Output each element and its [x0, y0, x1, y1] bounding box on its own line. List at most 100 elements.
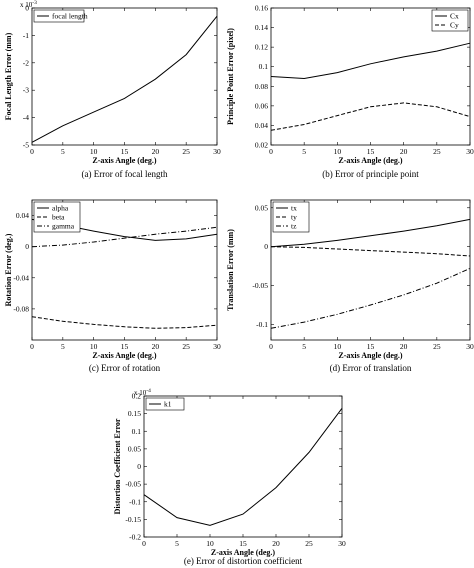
legend-entry: beta — [52, 213, 65, 222]
x-tick-label: 25 — [305, 539, 313, 548]
legend-box — [431, 9, 469, 32]
x-tick-label: 10 — [334, 342, 342, 351]
legend-entry: tx — [291, 204, 297, 213]
x-tick-label: 0 — [30, 147, 34, 156]
chart-panel-1: 0 5 10 15 20 25 30 -5 -4 -3 -2 -1 0 Z-axis Angle (deg… — [4, 0, 221, 179]
y-tick-label: 0.06 — [255, 101, 268, 110]
y-tick-label: -4 — [23, 113, 29, 122]
y-tick-label: -0.1 — [129, 497, 141, 506]
x-tick-label: 30 — [466, 147, 474, 156]
x-tick-label: 10 — [334, 147, 342, 156]
x-tick-label: 25 — [433, 342, 441, 351]
x-tick-label: 0 — [142, 539, 146, 548]
figure-caption: (a) Error of focal length — [82, 169, 168, 179]
legend-box — [145, 397, 185, 411]
y-tick-label: 0.12 — [255, 43, 268, 52]
y-tick-label: -3 — [23, 86, 29, 95]
y-scale-multiplier: x 10-3 — [20, 0, 37, 9]
y-tick-label: -0.2 — [129, 533, 141, 542]
series-line-focal-length — [31, 15, 218, 143]
y-tick-label: 0.02 — [255, 141, 268, 150]
y-tick-label: -0.08 — [13, 304, 29, 313]
series-line-Cx — [270, 42, 471, 80]
series-line-tx — [270, 218, 471, 248]
series-line-ty — [270, 246, 471, 257]
series-line-tz — [270, 267, 471, 329]
y-tick-label: -0.05 — [125, 480, 141, 489]
x-axis-label: Z-axis Angle (deg.) — [92, 156, 157, 165]
x-tick-label: 5 — [175, 539, 179, 548]
series-line-gamma — [31, 226, 218, 248]
x-tick-label: 5 — [61, 342, 65, 351]
x-tick-label: 20 — [400, 147, 408, 156]
chart-panel-2: 0 5 10 15 20 25 30 0.02 0.04 0.06 0.08 0.1 0.12 0.14 0… — [226, 4, 474, 180]
y-tick-label: -1 — [23, 31, 29, 40]
y-tick-label: 0.15 — [128, 409, 141, 418]
x-tick-label: 30 — [466, 342, 474, 351]
y-axis-label: Focal Length Error (mm) — [4, 32, 13, 120]
y-tick-label: 0 — [264, 242, 268, 251]
x-tick-label: 15 — [367, 342, 375, 351]
x-tick-label: 10 — [90, 147, 98, 156]
x-tick-label: 10 — [90, 342, 98, 351]
legend-entry: ty — [291, 213, 297, 222]
y-tick-label: 0 — [25, 242, 29, 251]
x-tick-label: 20 — [152, 147, 160, 156]
x-tick-label: 15 — [121, 342, 129, 351]
legend-entry: Cx — [450, 12, 459, 21]
x-tick-label: 20 — [400, 342, 408, 351]
y-tick-label: -0.15 — [125, 515, 141, 524]
x-tick-label: 15 — [239, 539, 247, 548]
x-tick-label: 10 — [206, 539, 214, 548]
x-tick-label: 25 — [182, 147, 190, 156]
chart-panel-3: 0 5 10 15 20 25 30 -0.08 -0.04 0 0.04 Z-axis Angle … — [4, 199, 221, 373]
figure-caption: (d) Error of translation — [330, 363, 412, 373]
x-tick-label: 0 — [269, 147, 273, 156]
y-tick-label: -0.1 — [256, 320, 268, 329]
plot-frame — [31, 7, 218, 146]
y-tick-label: 0.2 — [132, 392, 142, 401]
figure-caption: (c) Error of rotation — [89, 363, 161, 373]
x-tick-label: 0 — [30, 342, 34, 351]
y-tick-label: 0.1 — [259, 62, 269, 71]
x-tick-label: 30 — [213, 147, 221, 156]
x-tick-label: 5 — [61, 147, 65, 156]
x-tick-label: 5 — [302, 342, 306, 351]
legend: focal length — [33, 9, 88, 23]
x-axis-label: Z-axis Angle (deg.) — [92, 351, 157, 360]
y-tick-label: 0.16 — [255, 4, 268, 13]
x-tick-label: 15 — [121, 147, 129, 156]
legend-box — [33, 9, 85, 23]
y-axis-label: Rotation Error (deg.) — [4, 233, 13, 306]
x-tick-label: 30 — [338, 539, 346, 548]
y-scale-exponent: -4 — [146, 388, 151, 394]
y-tick-label: 0.04 — [16, 211, 29, 220]
y-tick-label: 0.05 — [255, 203, 268, 212]
x-tick-label: 25 — [182, 342, 190, 351]
x-tick-label: 20 — [272, 539, 280, 548]
legend-entry: tz — [291, 222, 297, 231]
y-tick-label: 0 — [25, 4, 29, 13]
series-line-beta — [31, 316, 218, 329]
legend: k1 — [145, 397, 185, 411]
legend-entry: alpha — [52, 204, 69, 213]
y-tick-label: -5 — [23, 141, 29, 150]
legend-entry: Cy — [450, 21, 459, 30]
y-tick-label: -2 — [23, 58, 29, 67]
x-axis-label: Z-axis Angle (deg.) — [211, 548, 276, 557]
x-tick-label: 15 — [367, 147, 375, 156]
y-tick-label: 0.1 — [132, 427, 142, 436]
legend-box — [33, 201, 81, 233]
series-line-k1 — [143, 408, 343, 526]
y-tick-label: -0.05 — [252, 281, 268, 290]
legend-entry: k1 — [164, 400, 172, 409]
figure-caption: (e) Error of distortion coefficient — [184, 556, 303, 566]
x-tick-label: 25 — [433, 147, 441, 156]
x-tick-label: 0 — [269, 342, 273, 351]
y-tick-label: 0.08 — [255, 82, 268, 91]
y-tick-label: -0.04 — [13, 273, 29, 282]
